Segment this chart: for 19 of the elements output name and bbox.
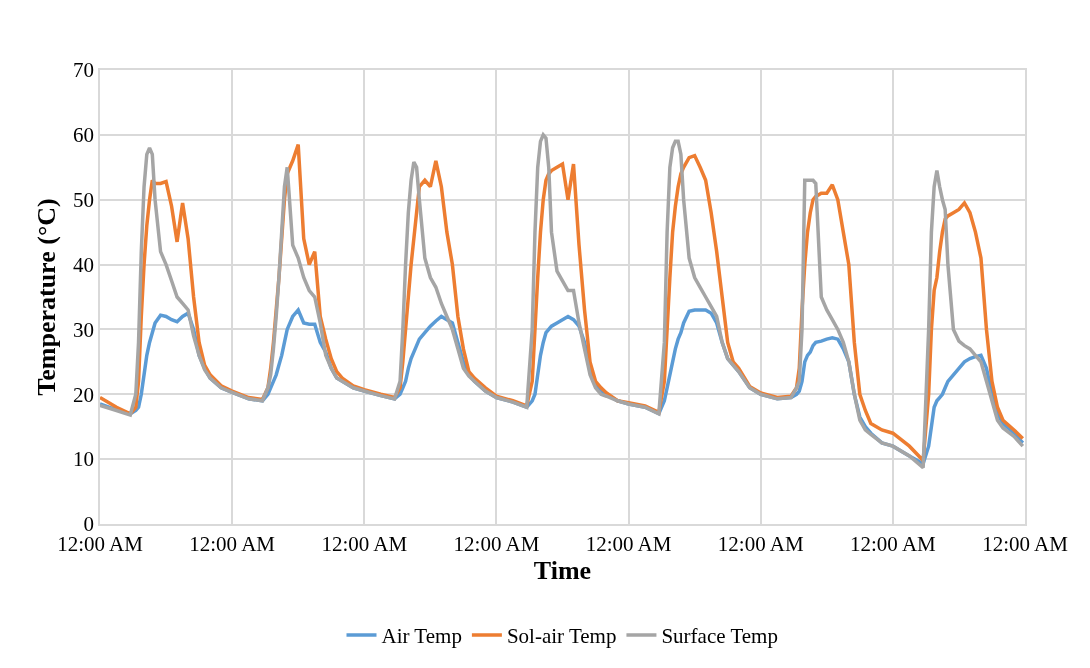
x-tick-label: 12:00 AM [982,531,1069,556]
y-axis-title: Temperature (°C) [31,198,61,396]
x-tick-label: 12:00 AM [585,531,672,556]
legend-label: Surface Temp [661,624,778,649]
y-tick-label: 10 [73,447,95,472]
y-tick-label: 50 [73,188,95,213]
y-tick-label: 20 [73,382,95,407]
x-tick-label: 12:00 AM [717,531,804,556]
legend-label: Air Temp [381,624,462,649]
x-tick-label: 12:00 AM [321,531,408,556]
legend-label: Sol-air Temp [506,624,617,649]
y-tick-label: 30 [73,317,95,342]
y-tick-label: 70 [73,58,95,83]
y-tick-label: 40 [73,252,95,277]
x-tick-label: 12:00 AM [849,531,937,556]
x-tick-label: 12:00 AM [189,531,276,556]
y-tick-label: 60 [73,123,95,148]
x-axis-title: Time [533,555,592,585]
x-tick-label: 12:00 AM [453,531,540,556]
